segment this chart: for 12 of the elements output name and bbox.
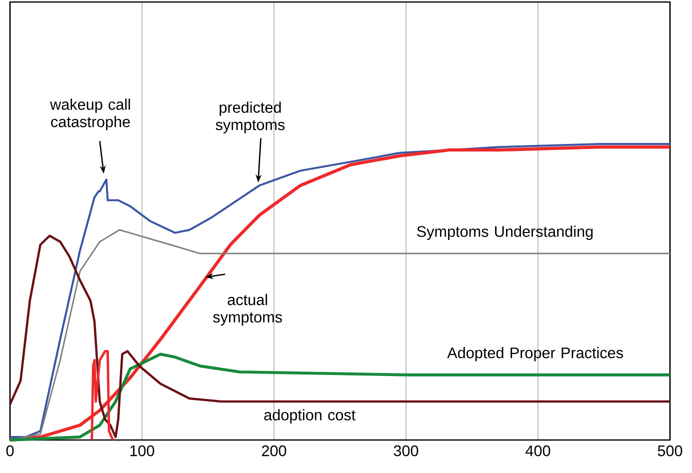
x-tick-label: 500 [658, 445, 682, 456]
series-label: Adopted Proper Practices [447, 347, 623, 362]
text: predicted symptoms [216, 102, 285, 134]
x-tick-label: 200 [262, 445, 286, 456]
text: wakeup call catastrophe [50, 98, 130, 130]
series-label: Symptoms Understanding [417, 226, 593, 240]
x-tick-label: 400 [526, 445, 550, 456]
series-label: adoption cost [264, 409, 356, 424]
x-tick-label: 300 [394, 445, 418, 456]
x-tick-label: 0 [6, 445, 14, 456]
series-label: actual symptoms [213, 294, 282, 326]
x-tick-label: 100 [130, 445, 154, 456]
